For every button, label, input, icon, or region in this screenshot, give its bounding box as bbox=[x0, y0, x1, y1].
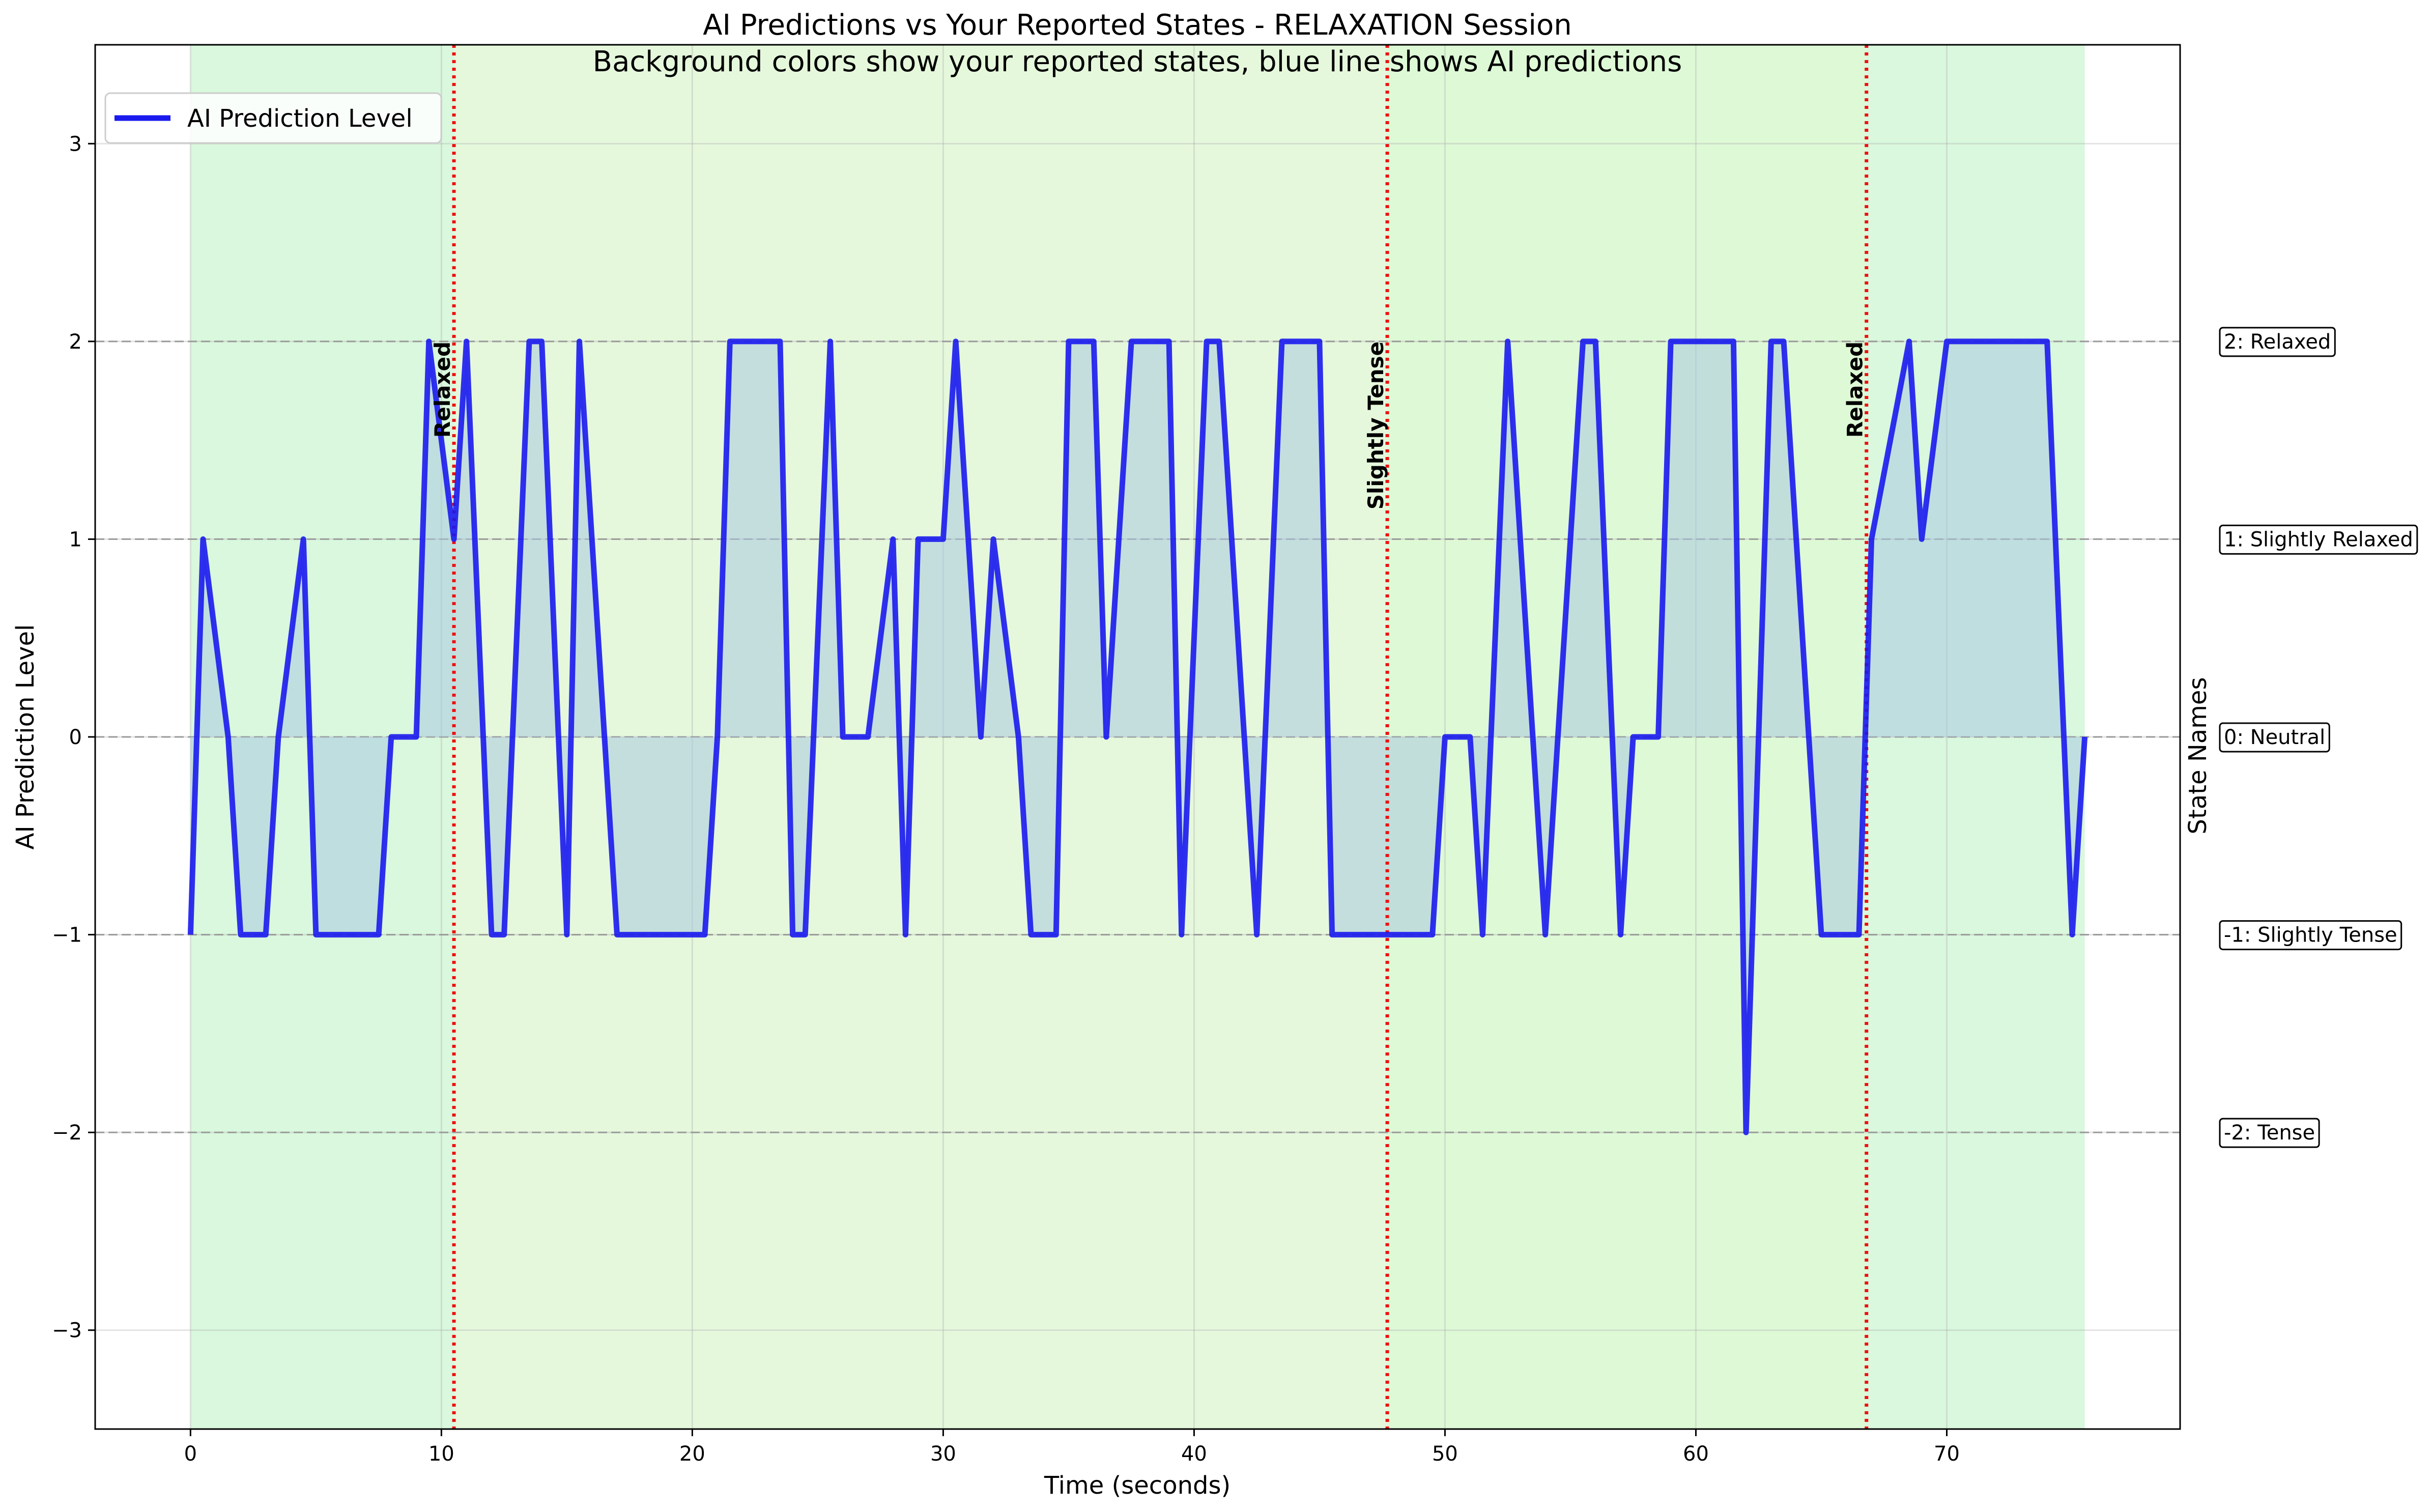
state-name-text: 1: Slightly Relaxed bbox=[2224, 528, 2413, 551]
report-markers bbox=[452, 45, 1869, 1429]
y-tick-label: 0 bbox=[69, 726, 82, 749]
state-name-text: 2: Relaxed bbox=[2224, 330, 2331, 354]
state-name-labels: 2: Relaxed 1: Slightly Relaxed 0: Neutral -… bbox=[2219, 327, 2418, 1148]
prediction-line bbox=[187, 338, 2088, 1135]
y-tick-label: −1 bbox=[52, 924, 82, 947]
state-name-box bbox=[2219, 920, 2402, 951]
y-tick-label: −3 bbox=[52, 1319, 82, 1343]
legend-box bbox=[104, 92, 442, 144]
report-marker-label: Relaxed bbox=[1843, 341, 1868, 438]
state-name-label: 2: Relaxed bbox=[2219, 327, 2336, 357]
state-name-text: -2: Tense bbox=[2224, 1121, 2315, 1145]
state-name-box bbox=[2219, 524, 2418, 555]
state-name-box bbox=[2219, 327, 2336, 357]
x-tick-label: 40 bbox=[1181, 1442, 1207, 1466]
state-name-text: -1: Slightly Tense bbox=[2224, 924, 2397, 947]
right-y-axis-label: State Names bbox=[2184, 677, 2212, 835]
report-marker-labels: Relaxed Slightly Tense Relaxed bbox=[430, 341, 1868, 509]
prediction-line-group bbox=[187, 338, 2088, 1135]
x-tick-label: 30 bbox=[930, 1442, 956, 1466]
x-tick-label: 50 bbox=[1432, 1442, 1458, 1466]
y-tick-label: 2 bbox=[69, 330, 82, 354]
report-marker-label: Slightly Tense bbox=[1363, 341, 1388, 509]
state-name-box bbox=[2219, 722, 2330, 753]
x-axis-label: Time (seconds) bbox=[1044, 1471, 1231, 1500]
legend-entry-label: AI Prediction Level bbox=[187, 104, 413, 133]
state-name-label: -2: Tense bbox=[2219, 1118, 2320, 1148]
y-axis-label: AI Prediction Level bbox=[11, 624, 40, 850]
x-tick-label: 10 bbox=[428, 1442, 454, 1466]
x-tick-label: 70 bbox=[1934, 1442, 1960, 1466]
report-marker-label: Relaxed bbox=[430, 341, 455, 438]
y-tick-label: 1 bbox=[69, 528, 82, 551]
chart-title: AI Predictions vs Your Reported States -… bbox=[703, 9, 1571, 42]
y-axis-ticks: 3 2 1 0 −1 −2 −3 bbox=[52, 132, 95, 1343]
y-tick-label: −2 bbox=[52, 1121, 82, 1145]
state-name-text: 0: Neutral bbox=[2224, 726, 2325, 749]
x-tick-label: 60 bbox=[1683, 1442, 1709, 1466]
state-name-box bbox=[2219, 1118, 2320, 1148]
x-tick-label: 0 bbox=[184, 1442, 197, 1466]
x-axis-ticks: 0 10 20 30 40 50 60 70 bbox=[184, 1429, 1960, 1466]
legend: AI Prediction Level bbox=[104, 92, 442, 144]
x-tick-label: 20 bbox=[679, 1442, 705, 1466]
state-name-label: 0: Neutral bbox=[2219, 722, 2330, 753]
y-tick-label: 3 bbox=[69, 132, 82, 156]
chart-subtitle: Background colors show your reported sta… bbox=[593, 45, 1682, 78]
state-name-label: -1: Slightly Tense bbox=[2219, 920, 2402, 951]
state-name-label: 1: Slightly Relaxed bbox=[2219, 524, 2418, 555]
